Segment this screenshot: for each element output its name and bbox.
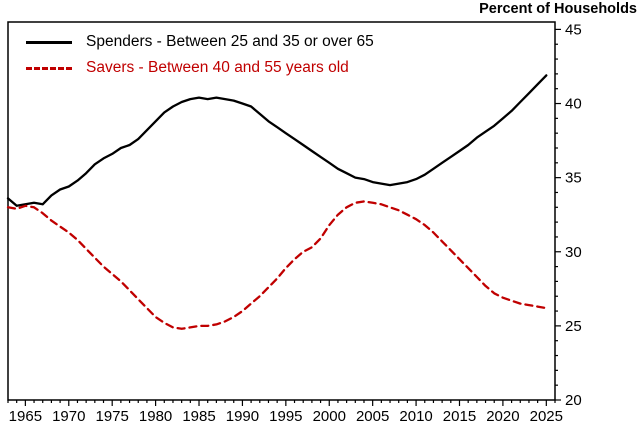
chart-title: Percent of Households — [479, 1, 637, 17]
x-tick-label: 2020 — [486, 408, 519, 425]
y-tick-label: 25 — [565, 318, 582, 335]
x-tick-label: 2010 — [399, 408, 432, 425]
y-tick-label: 40 — [565, 96, 582, 113]
y-tick-label: 35 — [565, 170, 582, 187]
x-tick-label: 2025 — [530, 408, 563, 425]
savers-line-sample — [26, 66, 72, 70]
spenders-line-sample — [26, 40, 72, 44]
x-tick-label: 2000 — [313, 408, 346, 425]
y-tick-label: 20 — [565, 392, 582, 409]
plot-frame — [7, 21, 556, 401]
legend-label-spenders: Spenders - Between 25 and 35 or over 65 — [86, 33, 374, 50]
x-tick-label: 1975 — [96, 408, 129, 425]
legend-label-savers: Savers - Between 40 and 55 years old — [86, 59, 349, 76]
x-tick-label: 2015 — [443, 408, 476, 425]
savers-line — [6, 200, 548, 330]
x-tick-label: 1995 — [269, 408, 302, 425]
legend-item-savers: Savers - Between 40 and 55 years old — [26, 59, 374, 77]
x-tick-label: 1965 — [9, 408, 42, 425]
x-tick-label: 1990 — [226, 408, 259, 425]
x-tick-label: 1970 — [52, 408, 85, 425]
legend: Spenders - Between 25 and 35 or over 65 … — [26, 33, 374, 77]
x-tick-label: 1985 — [182, 408, 215, 425]
y-tick-label: 45 — [565, 21, 582, 38]
x-tick-label: 1980 — [139, 408, 172, 425]
x-tick-label: 2005 — [356, 408, 389, 425]
spenders-line — [6, 74, 548, 207]
legend-item-spenders: Spenders - Between 25 and 35 or over 65 — [26, 33, 374, 51]
y-tick-label: 30 — [565, 244, 582, 261]
